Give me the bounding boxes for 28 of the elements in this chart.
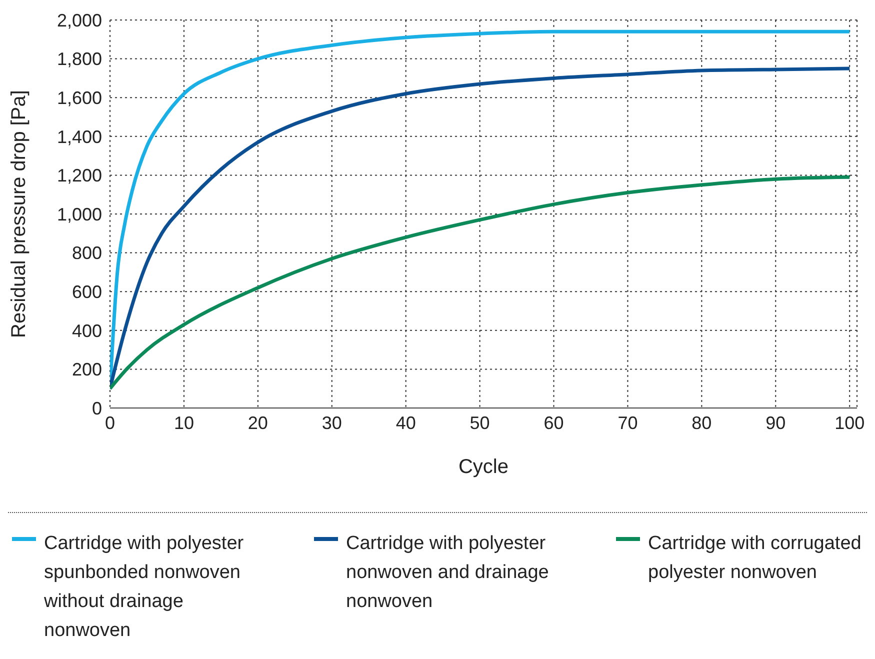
x-tick-label: 10 (174, 412, 194, 433)
legend-label: Cartridge with polyester nonwoven and drainage nonwoven (346, 532, 550, 614)
y-tick-label: 400 (72, 320, 102, 341)
x-tick-label: 60 (544, 412, 564, 433)
x-tick-label: 80 (692, 412, 712, 433)
y-tick-label: 2,000 (56, 10, 102, 30)
legend-label: Cartridge with corrugated polyester nonwoven (648, 532, 862, 585)
y-tick-label: 1,400 (56, 126, 102, 147)
y-tick-label: 0 (92, 398, 102, 418)
line-series (110, 175, 852, 390)
x-tick-label: 100 (834, 412, 865, 433)
x-tick-label: 20 (248, 412, 268, 433)
y-tick-label: 200 (72, 360, 102, 380)
y-tick-label: 1,200 (56, 166, 102, 186)
x-tick-label: 70 (618, 412, 638, 433)
x-tick-label: 50 (470, 412, 490, 433)
x-tick-label: 0 (104, 412, 116, 433)
legend-label: Cartridge with polyester spunbonded nonwoven without drainage nonwoven (44, 532, 245, 643)
y-tick-label: 1,000 (56, 204, 102, 224)
x-tick-label: 40 (396, 412, 416, 433)
y-tick-label: 600 (72, 282, 102, 302)
y-tick-label: 1,600 (56, 88, 102, 108)
x-tick-label: 90 (766, 412, 786, 433)
y-tick-label: 800 (72, 243, 102, 264)
y-tick-label: 1,800 (56, 49, 102, 70)
x-tick-label: 30 (322, 412, 342, 433)
y-axis-title: Residual pressure drop [Pa] (8, 90, 30, 338)
x-axis-title: Cycle (458, 456, 509, 478)
